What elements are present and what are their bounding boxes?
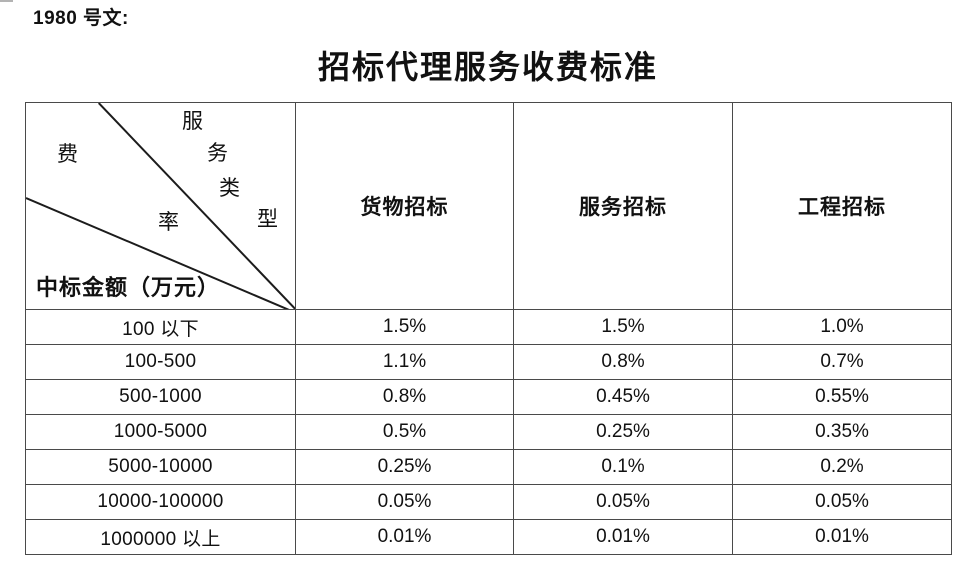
table-row: 1000-5000 0.5% 0.25% 0.35% <box>25 414 952 450</box>
rate-cell: 0.7% <box>732 344 952 380</box>
column-header-engineering: 工程招标 <box>732 102 952 310</box>
rate-cell: 1.5% <box>513 309 733 345</box>
amount-range-cell: 1000-5000 <box>25 414 296 450</box>
rate-cell: 0.01% <box>732 519 952 555</box>
table-row: 100-500 1.1% 0.8% 0.7% <box>25 344 952 380</box>
corner-char-rate-2: 率 <box>158 210 179 234</box>
corner-char-service-2: 务 <box>207 141 228 165</box>
rate-cell: 0.8% <box>295 379 514 415</box>
page-title: 招标代理服务收费标准 <box>317 49 658 85</box>
corner-char-service-1: 服 <box>182 109 203 133</box>
table-row: 1000000 以上 0.01% 0.01% 0.01% <box>25 519 952 555</box>
rate-cell: 0.5% <box>295 414 514 450</box>
scan-artifact <box>0 0 13 2</box>
table-row: 100 以下 1.5% 1.5% 1.0% <box>25 309 952 345</box>
rate-cell: 0.05% <box>513 484 733 520</box>
rate-cell: 0.25% <box>513 414 733 450</box>
amount-range-cell: 5000-10000 <box>25 449 296 485</box>
rate-cell: 1.1% <box>295 344 514 380</box>
amount-range-cell: 1000000 以上 <box>25 519 296 555</box>
rate-cell: 1.0% <box>732 309 952 345</box>
amount-range-cell: 10000-100000 <box>25 484 296 520</box>
rate-cell: 0.05% <box>732 484 952 520</box>
rate-cell: 0.05% <box>295 484 514 520</box>
rate-cell: 0.1% <box>513 449 733 485</box>
corner-char-service-4: 型 <box>257 207 278 231</box>
corner-char-rate-1: 费 <box>57 142 78 166</box>
table-row: 5000-10000 0.25% 0.1% 0.2% <box>25 449 952 485</box>
table-row: 10000-100000 0.05% 0.05% 0.05% <box>25 484 952 520</box>
diagonal-divider-lines <box>26 103 295 309</box>
fee-table-body: 100 以下 1.5% 1.5% 1.0% 100-500 1.1% 0.8% 0.7% 500… <box>25 309 952 555</box>
corner-char-service-3: 类 <box>219 176 240 200</box>
rate-cell: 0.01% <box>513 519 733 555</box>
rate-cell: 0.55% <box>732 379 952 415</box>
amount-range-cell: 500-1000 <box>25 379 296 415</box>
corner-bottom-label: 中标金额（万元） <box>36 275 221 300</box>
rate-cell: 0.45% <box>513 379 733 415</box>
diagonal-header-cell: 服 务 类 型 费 率 中标金额（万元） <box>25 102 296 310</box>
header-row: 服 务 类 型 费 率 中标金额（万元） 货物招标 服务招标 工程招标 <box>25 102 952 310</box>
doc-reference: 1980 号文: <box>33 8 129 29</box>
column-header-services: 服务招标 <box>513 102 733 310</box>
rate-cell: 0.2% <box>732 449 952 485</box>
amount-range-cell: 100-500 <box>25 344 296 380</box>
rate-cell: 0.8% <box>513 344 733 380</box>
column-header-goods: 货物招标 <box>295 102 514 310</box>
rate-cell: 0.25% <box>295 449 514 485</box>
rate-cell: 1.5% <box>295 309 514 345</box>
table-row: 500-1000 0.8% 0.45% 0.55% <box>25 379 952 415</box>
rate-cell: 0.01% <box>295 519 514 555</box>
fee-table: 服 务 类 型 费 率 中标金额（万元） 货物招标 服务招标 工程招标 100 … <box>25 102 952 555</box>
rate-cell: 0.35% <box>732 414 952 450</box>
amount-range-cell: 100 以下 <box>25 309 296 345</box>
